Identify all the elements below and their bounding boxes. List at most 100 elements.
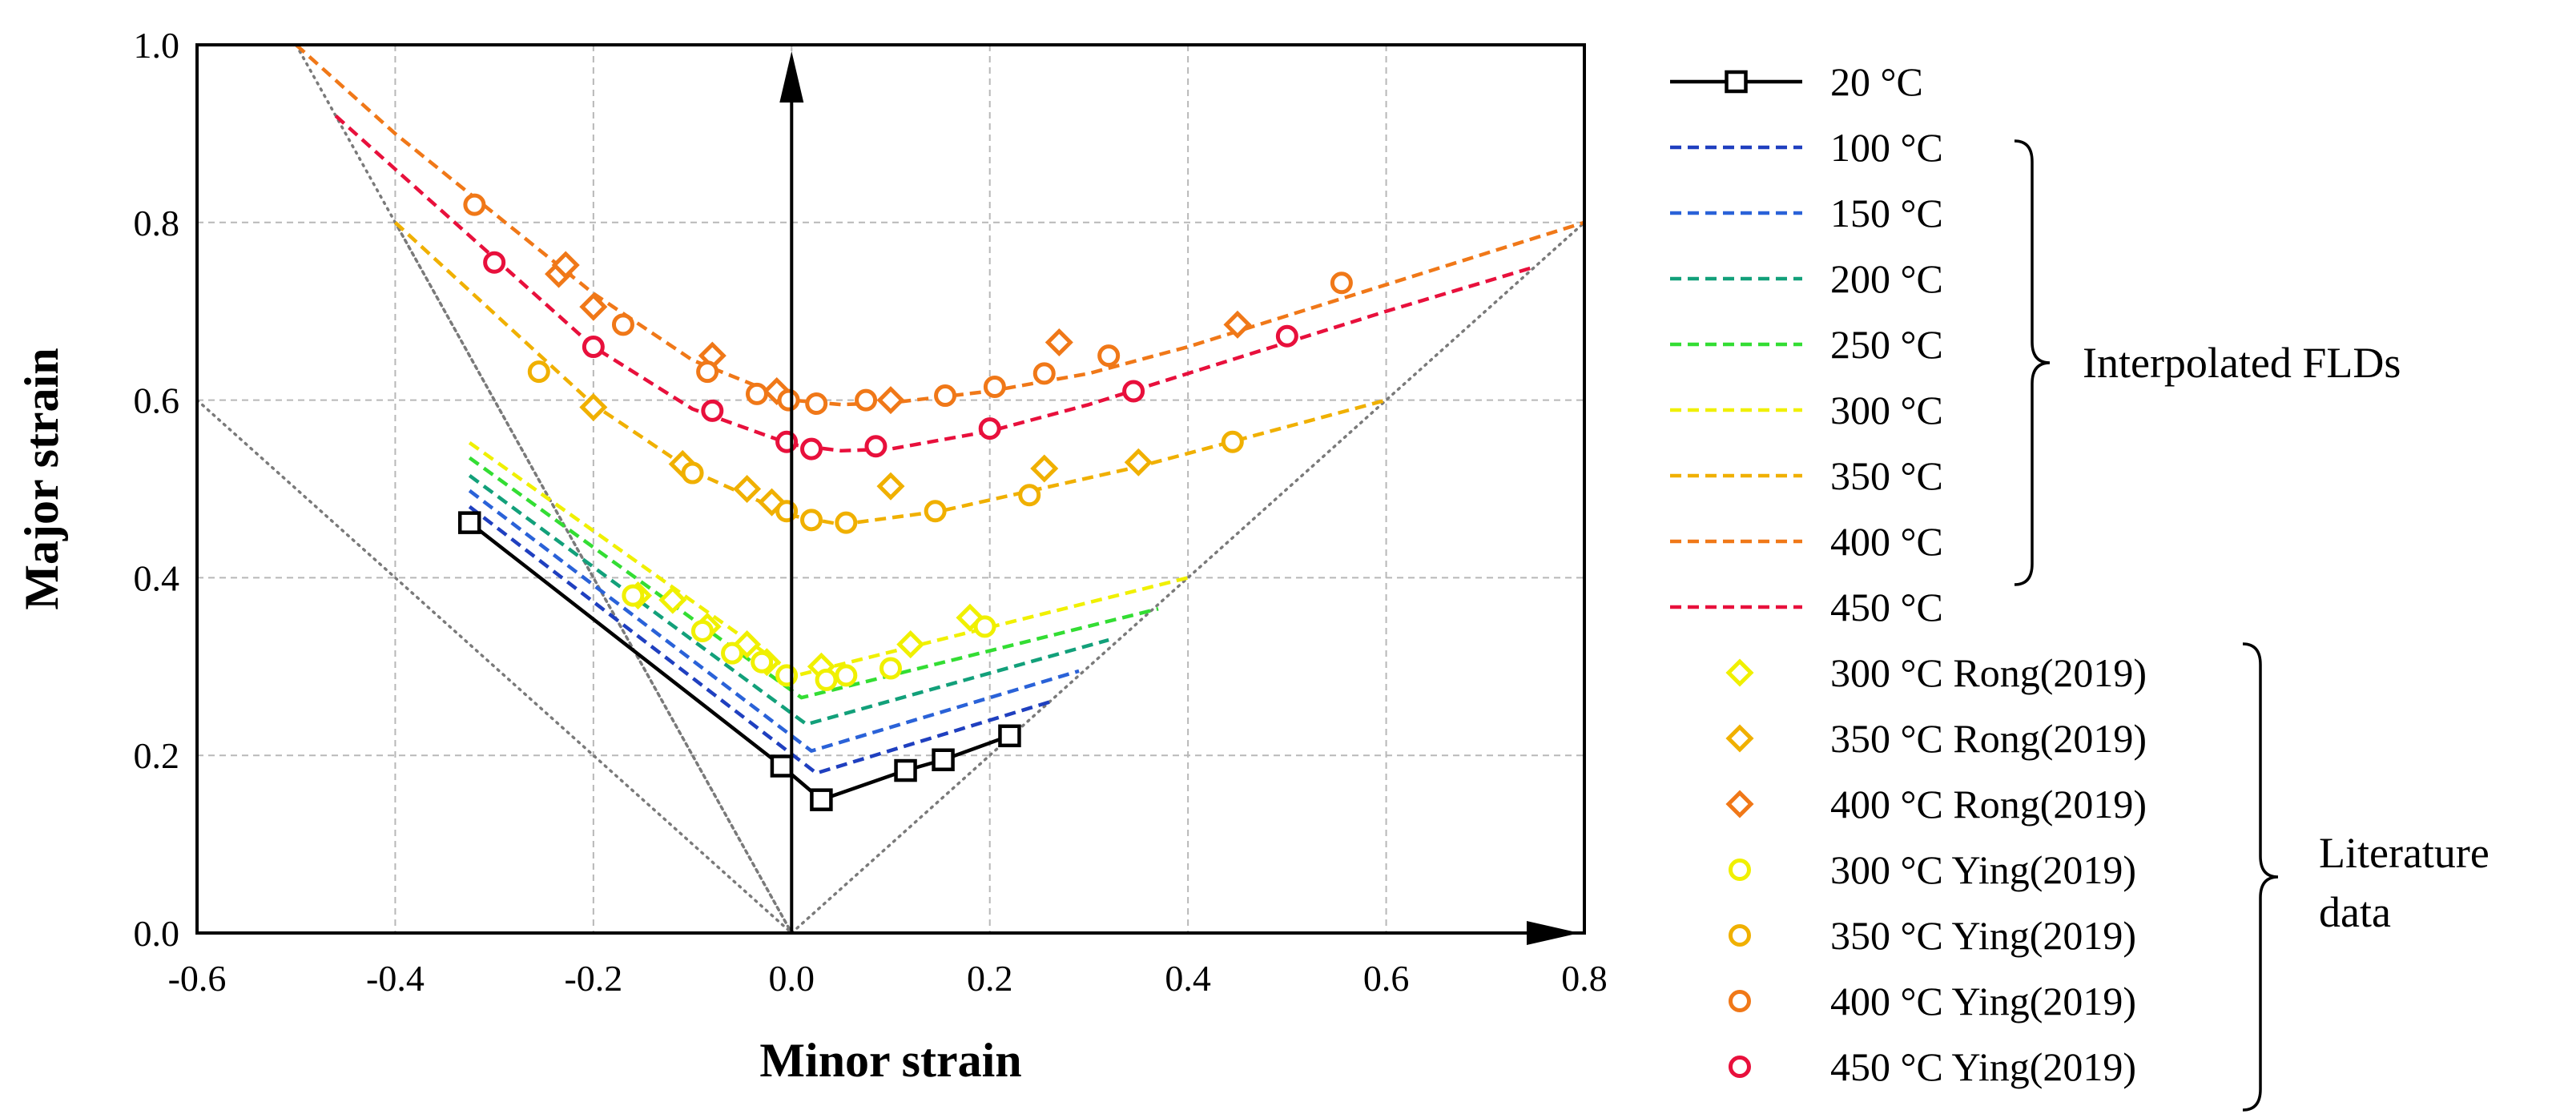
scatter-point-5-2 <box>696 360 719 384</box>
reference-line-3 <box>790 221 1586 935</box>
scatter-point-1-5 <box>1030 454 1059 483</box>
scatter-point-3-2 <box>721 641 744 665</box>
series-markers <box>457 193 1353 811</box>
legend-label: 300 °C Ying(2019) <box>1830 847 2136 892</box>
y-tick-label: 0.2 <box>134 735 180 776</box>
legend-entry-7: 400 °C <box>1670 519 1943 564</box>
plot-frame <box>195 43 1586 935</box>
scatter-point-6-0 <box>483 251 506 274</box>
x-tick-label: -0.6 <box>168 958 227 999</box>
legend-brace-interpolated <box>2014 139 2051 586</box>
reference-line-2 <box>195 398 794 935</box>
y-tick-label: 0.8 <box>134 203 180 243</box>
scatter-point-4-7 <box>1221 430 1244 453</box>
series-point-0-3 <box>894 758 917 782</box>
legend-group-label: data <box>2319 888 2391 936</box>
series-line-5 <box>468 440 1189 678</box>
series-line-7 <box>295 43 1585 407</box>
scatter-point-5-4 <box>777 388 800 412</box>
legend-swatch-marker <box>1725 658 1754 687</box>
scatter-point-3-7 <box>879 657 902 680</box>
legend-entry-2: 150 °C <box>1670 191 1943 235</box>
legend-group-label: Literature <box>2319 829 2489 877</box>
scatter-point-2-5 <box>876 386 905 415</box>
series-line-1 <box>468 505 1050 775</box>
scatter-point-2-2 <box>579 292 608 321</box>
legend-swatch-marker <box>1725 724 1754 753</box>
series-point-0-4 <box>932 748 955 771</box>
scatter-point-5-6 <box>855 388 878 412</box>
y-tick-label: 0.0 <box>134 913 180 954</box>
scatter-point-6-6 <box>978 417 1001 440</box>
series-point-0-0 <box>457 511 481 534</box>
scatter-point-0-6 <box>896 630 925 659</box>
tick-labels: -0.6 -0.4 -0.2 0.0 0.2 0.4 0.6 0.8 0.0 0.2 0.4 0.6 0… <box>134 25 1608 999</box>
scatter-point-5-5 <box>805 392 828 416</box>
series-point-0-1 <box>770 754 794 778</box>
series-line-6 <box>393 221 1387 527</box>
scatter-point-1-4 <box>876 472 905 501</box>
legend-entry-1: 100 °C <box>1670 125 1943 170</box>
scatter-point-3-5 <box>815 668 838 691</box>
x-tick-label: 0.4 <box>1165 958 1211 999</box>
scatter-point-4-6 <box>1018 484 1041 507</box>
legend-label: 100 °C <box>1830 125 1943 170</box>
legend-swatch-marker <box>1729 859 1751 881</box>
y-tick-label: 0.6 <box>134 380 180 421</box>
scatter-point-5-3 <box>745 382 768 405</box>
legend-brace-literature <box>2242 642 2279 1112</box>
legend-entry-0: 20 °C <box>1670 59 1923 104</box>
scatter-point-5-8 <box>983 375 1006 398</box>
series-line-2 <box>468 489 1080 753</box>
legend-entry-13: 350 °C Ying(2019) <box>1729 913 2136 958</box>
scatter-point-4-4 <box>835 511 858 534</box>
y-axis-title: Major strain <box>15 348 68 609</box>
scatter-point-3-6 <box>835 664 858 687</box>
reference-lines <box>195 43 1586 935</box>
scatter-point-2-1 <box>551 251 580 280</box>
legend-entry-5: 300 °C <box>1670 388 1943 432</box>
scatter-point-2-7 <box>1223 310 1252 339</box>
scatter-point-1-6 <box>1124 448 1153 477</box>
legend-entry-4: 250 °C <box>1670 322 1943 367</box>
series-point-0-5 <box>998 724 1021 748</box>
legend-label: 200 °C <box>1830 256 1943 301</box>
x-tick-label: 0.2 <box>967 958 1013 999</box>
legend-label: 350 °C Ying(2019) <box>1830 913 2136 958</box>
y-tick-label: 1.0 <box>134 25 180 66</box>
legend-swatch-marker <box>1729 1056 1751 1078</box>
scatter-point-5-7 <box>934 384 957 408</box>
scatter-point-6-4 <box>800 437 823 460</box>
legend-label: 150 °C <box>1830 191 1943 235</box>
legend-group-label: Interpolated FLDs <box>2083 339 2401 387</box>
legend-label: 450 °C <box>1830 585 1943 629</box>
x-axis-arrowhead <box>1527 921 1580 945</box>
legend-entry-9: 300 °C Rong(2019) <box>1725 650 2147 695</box>
scatter-point-6-8 <box>1275 324 1298 348</box>
legend-swatch-marker <box>1725 70 1748 94</box>
legend-entry-12: 300 °C Ying(2019) <box>1729 847 2136 892</box>
legend-entry-3: 200 °C <box>1670 256 1943 301</box>
y-tick-label: 0.4 <box>134 557 180 598</box>
scatter-point-3-8 <box>973 615 996 638</box>
scatter-point-1-0 <box>579 392 608 422</box>
scatter-point-4-5 <box>924 500 947 523</box>
legend-label: 400 °C <box>1830 519 1943 564</box>
scatter-point-5-9 <box>1032 362 1056 385</box>
scatter-point-2-6 <box>1044 328 1073 357</box>
scatter-point-6-2 <box>701 399 724 422</box>
legend-entry-11: 400 °C Rong(2019) <box>1725 782 2147 826</box>
y-axis-arrowhead <box>779 51 804 103</box>
legend: 20 °C 100 °C 150 °C 200 °C 250 °C 300 °C 350 °… <box>1670 59 2489 1112</box>
scatter-point-4-1 <box>681 461 704 485</box>
x-tick-label: 0.8 <box>1561 958 1608 999</box>
legend-entry-14: 400 °C Ying(2019) <box>1729 979 2136 1023</box>
scatter-point-6-5 <box>864 435 888 458</box>
x-tick-label: 0.0 <box>769 958 815 999</box>
x-tick-label: -0.4 <box>366 958 425 999</box>
scatter-point-5-11 <box>1330 271 1353 295</box>
legend-entry-6: 350 °C <box>1670 453 1943 498</box>
legend-label: 20 °C <box>1830 59 1923 104</box>
scatter-point-5-10 <box>1097 344 1121 368</box>
legend-entry-15: 450 °C Ying(2019) <box>1729 1044 2136 1089</box>
